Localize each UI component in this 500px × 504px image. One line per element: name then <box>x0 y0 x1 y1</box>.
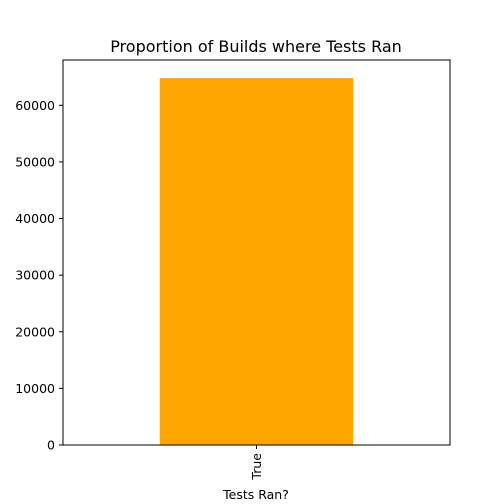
y-tick-label: 30000 <box>15 268 55 283</box>
bar-true <box>159 78 354 446</box>
y-tick-label: 20000 <box>15 324 55 339</box>
y-tick-label: 10000 <box>15 381 55 396</box>
y-tick-label: 0 <box>47 438 55 453</box>
plot-frame <box>62 59 451 446</box>
y-tick-label: 60000 <box>15 98 55 113</box>
y-tick-label: 40000 <box>15 211 55 226</box>
y-tick-label: 50000 <box>15 154 55 169</box>
chart-title: Proportion of Builds where Tests Ran <box>110 37 402 56</box>
x-tick-label: True <box>249 453 264 481</box>
plot-area: 0 10000 20000 30000 40000 50000 60000 True <box>15 59 451 481</box>
x-axis-label: Tests Ran? <box>222 487 289 500</box>
